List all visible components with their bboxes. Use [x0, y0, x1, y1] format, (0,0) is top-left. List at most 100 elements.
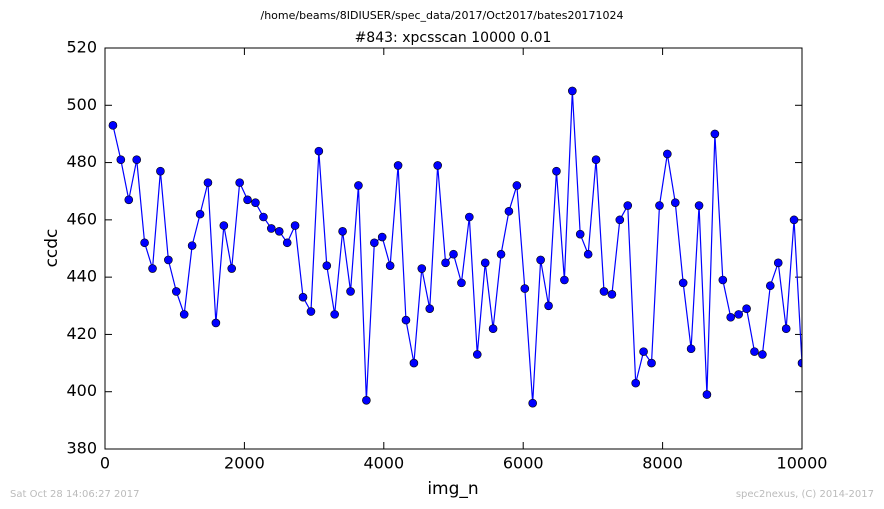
y-tick-label: 400	[66, 381, 97, 400]
data-point	[441, 258, 450, 268]
data-point	[758, 350, 767, 359]
data-point	[496, 249, 506, 259]
data-point	[528, 398, 537, 408]
data-point	[718, 275, 728, 285]
x-axis-label: img_n	[427, 479, 478, 499]
data-point	[282, 238, 292, 248]
data-point	[797, 358, 802, 368]
data-point	[306, 307, 316, 316]
data-point	[259, 212, 268, 222]
data-point	[520, 284, 530, 293]
x-tick-label: 8000	[642, 454, 683, 473]
data-point	[433, 161, 442, 170]
footer-left: Sat Oct 28 14:06:27 2017	[10, 489, 140, 500]
data-point	[148, 264, 157, 273]
y-tick-label: 460	[66, 209, 97, 228]
data-point	[765, 281, 775, 291]
data-point	[552, 166, 561, 176]
data-point	[686, 344, 696, 354]
data-point	[243, 195, 252, 205]
data-point	[211, 318, 221, 328]
data-point	[465, 212, 474, 222]
data-point	[298, 292, 308, 302]
data-point	[219, 221, 229, 230]
data-point	[417, 264, 427, 273]
data-point	[670, 198, 680, 207]
data-point	[362, 396, 371, 405]
x-tick-label: 0	[100, 454, 110, 473]
data-point	[607, 290, 617, 299]
data-point	[560, 275, 569, 285]
data-point	[385, 261, 395, 270]
data-point	[472, 350, 482, 359]
y-tick-label: 520	[66, 38, 97, 57]
data-point	[377, 232, 387, 242]
data-point	[655, 201, 664, 210]
y-tick-label: 380	[66, 439, 97, 458]
data-point	[172, 287, 181, 296]
data-point	[773, 258, 783, 268]
data-point	[734, 310, 743, 319]
data-point	[702, 390, 712, 399]
data-point	[164, 255, 173, 265]
data-point	[615, 215, 625, 225]
y-tick-label: 440	[66, 267, 97, 286]
data-point	[678, 278, 688, 288]
data-point	[338, 227, 347, 236]
data-point	[512, 181, 522, 190]
data-point	[409, 358, 419, 368]
data-point	[401, 315, 411, 325]
data-point	[330, 310, 339, 319]
data-point	[314, 146, 324, 156]
data-point	[710, 129, 720, 139]
data-point	[187, 241, 197, 250]
y-tick-label: 500	[66, 95, 97, 114]
data-point	[488, 324, 498, 334]
data-point	[203, 178, 213, 187]
data-point	[140, 238, 149, 248]
data-point	[274, 227, 284, 236]
y-axis-label: ccdc	[42, 229, 62, 268]
data-point	[235, 178, 244, 187]
data-point	[544, 301, 553, 311]
data-point	[449, 249, 458, 259]
data-point	[267, 224, 276, 233]
x-tick-label: 2000	[224, 454, 265, 473]
data-point	[370, 238, 379, 248]
data-point	[124, 195, 134, 205]
data-point	[457, 278, 466, 288]
data-point	[639, 347, 648, 356]
data-point	[591, 155, 601, 165]
plot-frame	[104, 47, 803, 450]
data-point	[251, 198, 260, 207]
data-point	[108, 121, 118, 130]
data-point	[322, 261, 332, 270]
y-tick-label: 480	[66, 152, 97, 171]
data-point	[156, 166, 165, 176]
data-point	[631, 378, 640, 388]
data-point	[504, 206, 514, 216]
data-point	[647, 358, 656, 368]
data-point	[599, 287, 609, 296]
data-point	[536, 255, 545, 265]
data-point	[354, 181, 363, 190]
data-point	[116, 155, 126, 165]
data-point	[480, 258, 490, 268]
data-point	[346, 287, 355, 296]
data-point	[132, 155, 142, 165]
chart-title: #843: xpcsscan 10000 0.01	[355, 30, 552, 46]
data-point	[623, 201, 633, 210]
data-point	[742, 304, 751, 313]
data-point	[227, 264, 237, 273]
x-tick-label: 10000	[777, 454, 828, 473]
y-tick-label: 420	[66, 324, 97, 343]
data-point	[663, 149, 672, 159]
data-point	[290, 221, 300, 230]
footer-right: spec2nexus, (C) 2014-2017	[736, 489, 874, 500]
data-point	[195, 209, 205, 219]
data-point	[750, 347, 759, 356]
data-point	[781, 324, 791, 334]
